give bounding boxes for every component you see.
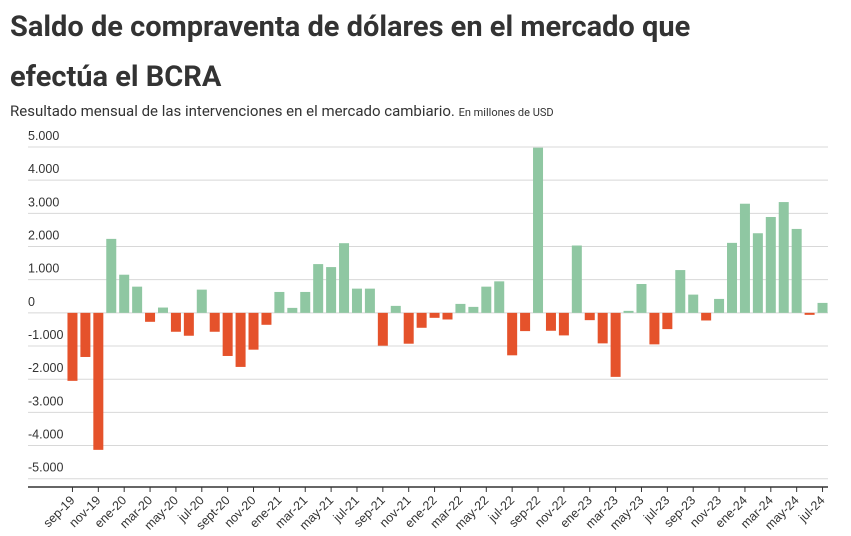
bar bbox=[403, 312, 414, 344]
bar bbox=[287, 307, 298, 313]
bar bbox=[597, 312, 608, 344]
y-tick-label: -5.000 bbox=[28, 461, 63, 475]
bar bbox=[739, 203, 750, 313]
y-tick-label: 2.000 bbox=[28, 229, 59, 243]
bar bbox=[235, 312, 246, 367]
bar bbox=[688, 294, 699, 313]
bar bbox=[67, 312, 78, 381]
bar bbox=[300, 291, 311, 313]
bar bbox=[351, 288, 362, 313]
bar bbox=[675, 270, 686, 313]
y-tick-label: 5.000 bbox=[28, 129, 59, 143]
bar bbox=[533, 147, 544, 313]
bar bbox=[183, 312, 194, 336]
bar bbox=[80, 312, 91, 357]
bar bbox=[429, 312, 440, 318]
bar bbox=[248, 312, 259, 350]
subtitle: Resultado mensual de las intervenciones … bbox=[10, 102, 455, 120]
bar bbox=[377, 312, 388, 346]
bar bbox=[520, 312, 531, 332]
bar bbox=[791, 228, 802, 313]
chart-title: Saldo de compraventa de dólares en el me… bbox=[10, 10, 691, 94]
bar bbox=[442, 312, 453, 320]
y-tick-label: 4.000 bbox=[28, 162, 59, 176]
bar bbox=[701, 312, 712, 321]
bar bbox=[261, 312, 272, 325]
bar bbox=[649, 312, 660, 345]
bar bbox=[274, 291, 285, 313]
bar bbox=[571, 245, 582, 313]
bar bbox=[157, 307, 168, 313]
bar bbox=[752, 233, 763, 313]
bar bbox=[817, 302, 828, 313]
bar bbox=[326, 267, 337, 313]
bar bbox=[778, 202, 789, 313]
bar bbox=[468, 306, 479, 313]
bar bbox=[662, 312, 673, 330]
bar bbox=[558, 312, 569, 336]
bar bbox=[494, 281, 505, 313]
y-tick-label: 1.000 bbox=[28, 262, 59, 276]
bar bbox=[119, 274, 130, 313]
y-tick-label: -3.000 bbox=[28, 394, 63, 408]
y-tick-label: -1.000 bbox=[28, 328, 63, 342]
bar bbox=[196, 289, 207, 313]
bar bbox=[364, 288, 375, 313]
bar bbox=[170, 312, 181, 332]
bar bbox=[804, 312, 815, 315]
bar bbox=[416, 312, 427, 328]
bar bbox=[727, 242, 738, 313]
unit-note: En millones de USD bbox=[458, 106, 554, 119]
bar bbox=[106, 238, 117, 313]
y-tick-label: 3.000 bbox=[28, 195, 59, 209]
subtitle-block: Resultado mensual de las intervenciones … bbox=[10, 102, 554, 120]
bar bbox=[339, 243, 350, 313]
y-tick-label: 0 bbox=[28, 295, 35, 309]
bar bbox=[132, 286, 143, 313]
bar bbox=[455, 303, 466, 313]
bar bbox=[623, 310, 634, 313]
bar bbox=[145, 312, 156, 322]
bar bbox=[222, 312, 233, 356]
x-tick-label: jul-24 bbox=[795, 493, 827, 525]
bar bbox=[93, 312, 104, 450]
bar bbox=[636, 283, 647, 313]
y-tick-label: -2.000 bbox=[28, 361, 63, 375]
bar bbox=[610, 312, 621, 377]
bar bbox=[390, 305, 401, 313]
bar bbox=[481, 286, 492, 313]
bar bbox=[545, 312, 556, 331]
bar bbox=[209, 312, 220, 332]
bar bbox=[714, 298, 725, 313]
y-tick-label: -4.000 bbox=[28, 428, 63, 442]
bar bbox=[584, 312, 595, 321]
bar bbox=[765, 216, 776, 313]
bar bbox=[507, 312, 518, 356]
bar bbox=[313, 264, 324, 313]
